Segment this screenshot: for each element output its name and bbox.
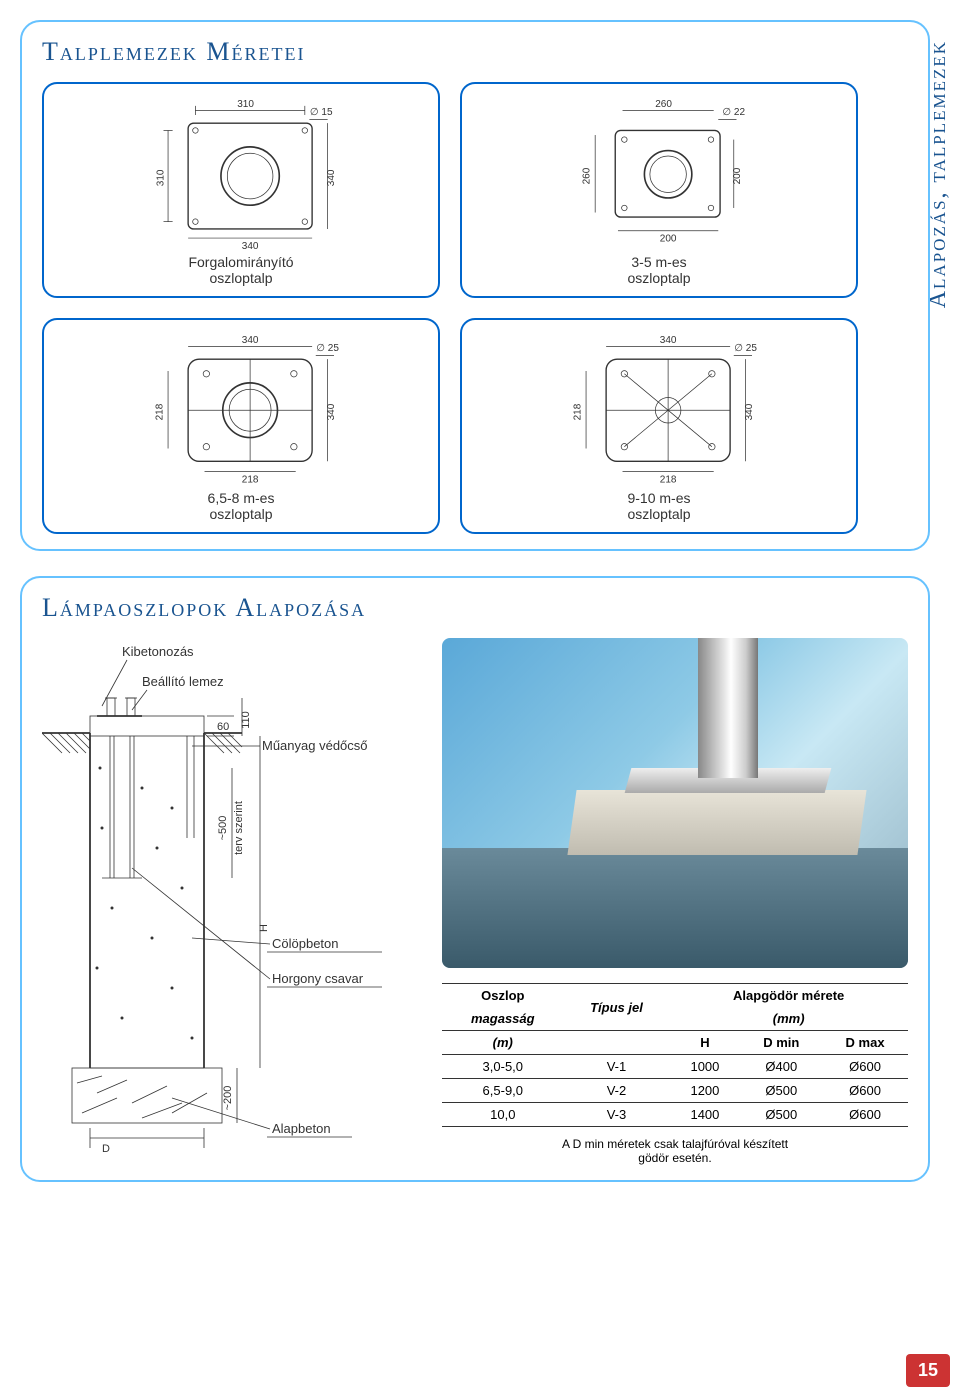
svg-text:D: D <box>102 1143 110 1155</box>
svg-text:340: 340 <box>660 335 677 346</box>
svg-text:340: 340 <box>242 241 259 249</box>
plate-label-4: 9-10 m-es oszloptalp <box>627 490 690 522</box>
plate-card-2: 260 ∅ 22 260 200 200 3 <box>460 82 858 298</box>
svg-text:218: 218 <box>573 403 584 420</box>
svg-text:310: 310 <box>156 169 167 186</box>
table-note: A D min méretek csak talajfúróval készít… <box>442 1137 908 1165</box>
table-row: 3,0-5,0 V-1 1000 Ø400 Ø600 <box>442 1055 908 1079</box>
plate-card-4: 340 ∅ 25 218 340 218 <box>460 318 858 534</box>
svg-text:Kibetonozás: Kibetonozás <box>122 644 194 659</box>
svg-text:~200: ~200 <box>222 1086 234 1111</box>
svg-text:340: 340 <box>326 169 337 186</box>
svg-text:terv szerint: terv szerint <box>233 801 245 855</box>
foundation-title: Lámpaoszlopok Alapozása <box>42 593 908 623</box>
foundation-diagram: Kibetonozás Beállító lemez <box>42 638 422 1165</box>
svg-text:340: 340 <box>744 403 755 420</box>
svg-text:310: 310 <box>237 99 254 110</box>
svg-text:∅ 25: ∅ 25 <box>316 343 339 354</box>
svg-text:110: 110 <box>240 711 252 729</box>
svg-text:~500: ~500 <box>217 816 229 841</box>
plate-label-3: 6,5-8 m-es oszloptalp <box>208 490 275 522</box>
svg-text:Horgony csavar: Horgony csavar <box>272 971 364 986</box>
svg-text:340: 340 <box>326 403 337 420</box>
svg-text:H: H <box>258 924 270 932</box>
svg-text:Alapbeton: Alapbeton <box>272 1121 331 1136</box>
svg-text:Műanyag védőcső: Műanyag védőcső <box>262 738 368 753</box>
svg-text:∅ 15: ∅ 15 <box>310 107 333 118</box>
svg-text:218: 218 <box>660 474 677 485</box>
plates-section: Talplemezek Méretei 310 ∅ 15 31 <box>20 20 930 551</box>
svg-text:218: 218 <box>242 474 259 485</box>
svg-text:218: 218 <box>155 403 166 420</box>
plates-title: Talplemezek Méretei <box>42 37 908 67</box>
foundation-photo <box>442 638 908 968</box>
svg-text:340: 340 <box>242 335 259 346</box>
svg-text:260: 260 <box>582 167 593 184</box>
table-row: 6,5-9,0 V-2 1200 Ø500 Ø600 <box>442 1079 908 1103</box>
svg-text:∅ 22: ∅ 22 <box>722 107 745 118</box>
svg-text:260: 260 <box>655 99 672 110</box>
foundation-table: Oszlop Típus jel Alapgödör mérete magass… <box>442 983 908 1165</box>
foundation-section: Lámpaoszlopok Alapozása Kibetonozás Beál… <box>20 576 930 1182</box>
svg-text:Beállító lemez: Beállító lemez <box>142 674 224 689</box>
svg-text:200: 200 <box>660 234 677 245</box>
plate-label-2: 3-5 m-es oszloptalp <box>627 254 690 286</box>
page-number: 15 <box>906 1354 950 1387</box>
plate-label-1: Forgalomirányító oszloptalp <box>188 254 293 286</box>
svg-text:200: 200 <box>732 167 743 184</box>
svg-text:Cölöpbeton: Cölöpbeton <box>272 936 339 951</box>
plate-card-3: 340 ∅ 25 218 340 218 <box>42 318 440 534</box>
plate-card-1: 310 ∅ 15 310 340 340 <box>42 82 440 298</box>
svg-text:60: 60 <box>217 721 229 733</box>
svg-text:∅ 25: ∅ 25 <box>734 343 757 354</box>
table-row: 10,0 V-3 1400 Ø500 Ø600 <box>442 1103 908 1127</box>
